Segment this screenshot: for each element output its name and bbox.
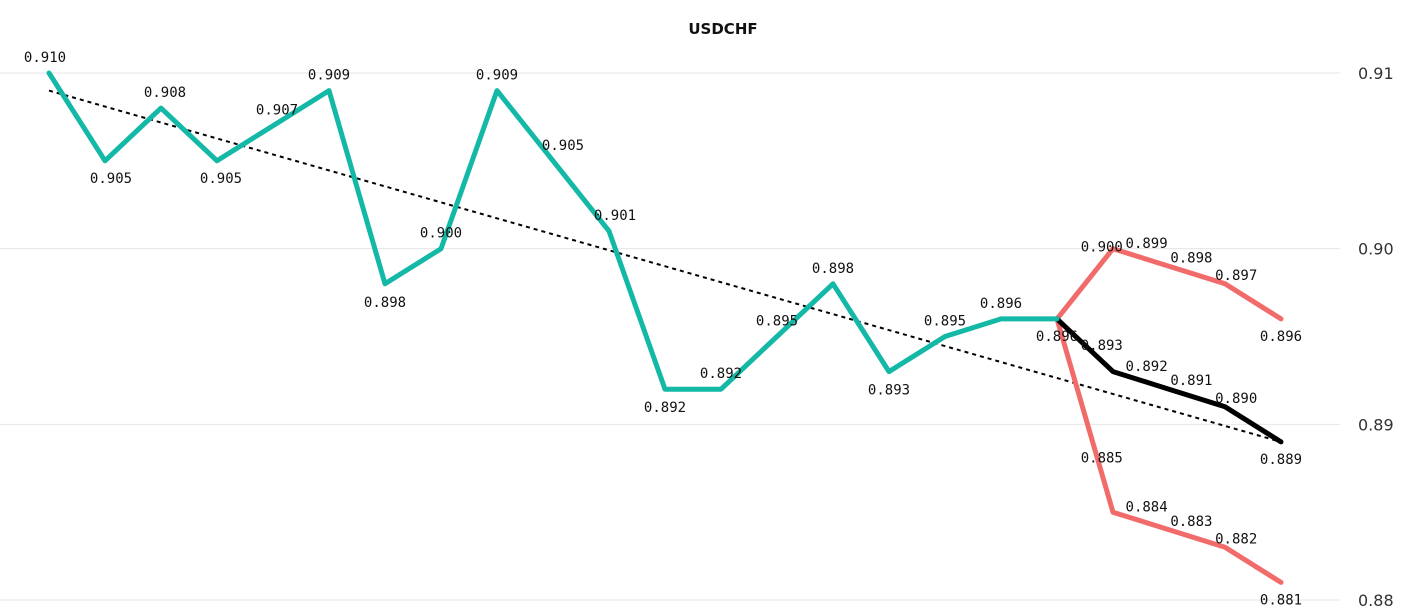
data-label-upper: 0.900 <box>1081 240 1123 256</box>
y-axis: 0.88 0.89 0.90 0.91 <box>1358 64 1394 610</box>
data-label-actual: 0.893 <box>868 383 910 399</box>
series-line-lower <box>1054 316 1284 585</box>
data-label-actual: 0.895 <box>756 314 798 330</box>
data-label-lower: 0.884 <box>1126 500 1168 516</box>
data-label-actual: 0.896 <box>980 296 1022 312</box>
series-line-upper <box>1054 246 1284 322</box>
data-label-actual: 0.898 <box>812 261 854 277</box>
chart-title: USDCHF <box>688 20 757 38</box>
data-label-actual: 0.905 <box>542 138 584 154</box>
y-tick-label: 0.90 <box>1358 240 1394 259</box>
data-label-actual: 0.898 <box>364 295 406 311</box>
data-labels: 0.910 0.905 0.908 0.905 0.907 0.909 0.898 0.900… <box>24 50 1302 608</box>
data-label-actual: 0.909 <box>476 68 518 84</box>
y-tick-label: 0.89 <box>1358 415 1394 434</box>
data-label-forecast: 0.890 <box>1215 391 1257 407</box>
data-label-lower: 0.883 <box>1170 514 1212 530</box>
data-label-actual: 0.900 <box>420 226 462 242</box>
data-label-forecast: 0.891 <box>1170 373 1212 389</box>
series-lines <box>46 70 1284 585</box>
data-label-forecast: 0.889 <box>1260 452 1302 468</box>
data-label-actual: 0.895 <box>924 314 966 330</box>
data-label-upper: 0.899 <box>1126 236 1168 252</box>
data-label-actual: 0.909 <box>308 68 350 84</box>
y-tick-label: 0.91 <box>1358 64 1394 83</box>
data-label-actual: 0.908 <box>144 85 186 101</box>
data-label-lower: 0.885 <box>1081 451 1123 467</box>
series-line-forecast <box>1054 316 1284 445</box>
data-label-upper: 0.897 <box>1215 268 1257 284</box>
data-label-actual: 0.905 <box>90 171 132 187</box>
data-label-actual: 0.892 <box>700 366 742 382</box>
data-label-actual: 0.901 <box>594 208 636 224</box>
data-label-actual: 0.896 <box>1036 329 1078 345</box>
data-label-lower: 0.881 <box>1260 592 1302 608</box>
data-label-forecast: 0.892 <box>1126 359 1168 375</box>
data-label-upper: 0.898 <box>1170 250 1212 266</box>
data-label-lower: 0.882 <box>1215 531 1257 547</box>
data-label-forecast: 0.893 <box>1081 338 1123 354</box>
data-label-actual: 0.905 <box>200 171 242 187</box>
data-label-upper: 0.896 <box>1260 329 1302 345</box>
y-tick-label: 0.88 <box>1358 591 1394 610</box>
data-label-actual: 0.910 <box>24 50 66 66</box>
series-line-actual <box>46 70 1060 392</box>
data-label-actual: 0.907 <box>256 103 298 119</box>
grid-lines <box>0 72 1340 601</box>
data-label-actual: 0.892 <box>644 400 686 416</box>
